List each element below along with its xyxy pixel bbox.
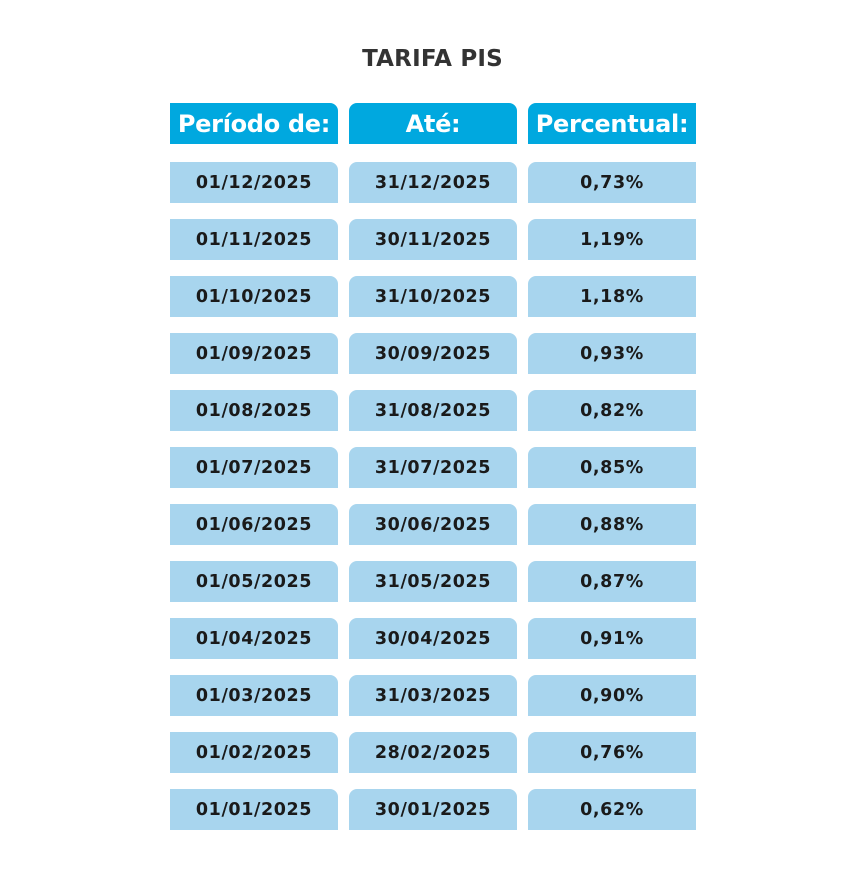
percent-cell: 1,18% — [528, 276, 696, 317]
table-row: 01/01/2025 30/01/2025 0,62% — [170, 789, 696, 830]
page-title: TARIFA PIS — [362, 46, 503, 72]
end-date-cell: 31/05/2025 — [349, 561, 517, 602]
percent-cell: 0,90% — [528, 675, 696, 716]
end-date-cell: 30/09/2025 — [349, 333, 517, 374]
start-date-cell: 01/04/2025 — [170, 618, 338, 659]
tariff-table: Período de: Até: Percentual: 01/12/2025 … — [170, 103, 696, 846]
table-row: 01/08/2025 31/08/2025 0,82% — [170, 390, 696, 431]
start-date-cell: 01/06/2025 — [170, 504, 338, 545]
header-end-period: Até: — [349, 103, 517, 144]
end-date-cell: 30/01/2025 — [349, 789, 517, 830]
table-body: 01/12/2025 31/12/2025 0,73% 01/11/2025 3… — [170, 162, 696, 830]
table-row: 01/10/2025 31/10/2025 1,18% — [170, 276, 696, 317]
end-date-cell: 28/02/2025 — [349, 732, 517, 773]
start-date-cell: 01/08/2025 — [170, 390, 338, 431]
percent-cell: 0,73% — [528, 162, 696, 203]
table-row: 01/02/2025 28/02/2025 0,76% — [170, 732, 696, 773]
table-row: 01/07/2025 31/07/2025 0,85% — [170, 447, 696, 488]
header-percent: Percentual: — [528, 103, 696, 144]
table-row: 01/06/2025 30/06/2025 0,88% — [170, 504, 696, 545]
header-start-period: Período de: — [170, 103, 338, 144]
percent-cell: 0,87% — [528, 561, 696, 602]
percent-cell: 0,62% — [528, 789, 696, 830]
percent-cell: 0,85% — [528, 447, 696, 488]
end-date-cell: 31/12/2025 — [349, 162, 517, 203]
end-date-cell: 30/04/2025 — [349, 618, 517, 659]
table-header-row: Período de: Até: Percentual: — [170, 103, 696, 144]
end-date-cell: 31/10/2025 — [349, 276, 517, 317]
percent-cell: 0,82% — [528, 390, 696, 431]
start-date-cell: 01/10/2025 — [170, 276, 338, 317]
start-date-cell: 01/09/2025 — [170, 333, 338, 374]
percent-cell: 0,91% — [528, 618, 696, 659]
end-date-cell: 31/03/2025 — [349, 675, 517, 716]
table-row: 01/03/2025 31/03/2025 0,90% — [170, 675, 696, 716]
start-date-cell: 01/07/2025 — [170, 447, 338, 488]
percent-cell: 0,88% — [528, 504, 696, 545]
table-row: 01/09/2025 30/09/2025 0,93% — [170, 333, 696, 374]
end-date-cell: 31/07/2025 — [349, 447, 517, 488]
end-date-cell: 30/06/2025 — [349, 504, 517, 545]
start-date-cell: 01/03/2025 — [170, 675, 338, 716]
end-date-cell: 30/11/2025 — [349, 219, 517, 260]
start-date-cell: 01/02/2025 — [170, 732, 338, 773]
table-row: 01/04/2025 30/04/2025 0,91% — [170, 618, 696, 659]
table-row: 01/12/2025 31/12/2025 0,73% — [170, 162, 696, 203]
table-row: 01/05/2025 31/05/2025 0,87% — [170, 561, 696, 602]
end-date-cell: 31/08/2025 — [349, 390, 517, 431]
start-date-cell: 01/05/2025 — [170, 561, 338, 602]
start-date-cell: 01/01/2025 — [170, 789, 338, 830]
start-date-cell: 01/11/2025 — [170, 219, 338, 260]
start-date-cell: 01/12/2025 — [170, 162, 338, 203]
percent-cell: 0,76% — [528, 732, 696, 773]
percent-cell: 1,19% — [528, 219, 696, 260]
table-row: 01/11/2025 30/11/2025 1,19% — [170, 219, 696, 260]
percent-cell: 0,93% — [528, 333, 696, 374]
